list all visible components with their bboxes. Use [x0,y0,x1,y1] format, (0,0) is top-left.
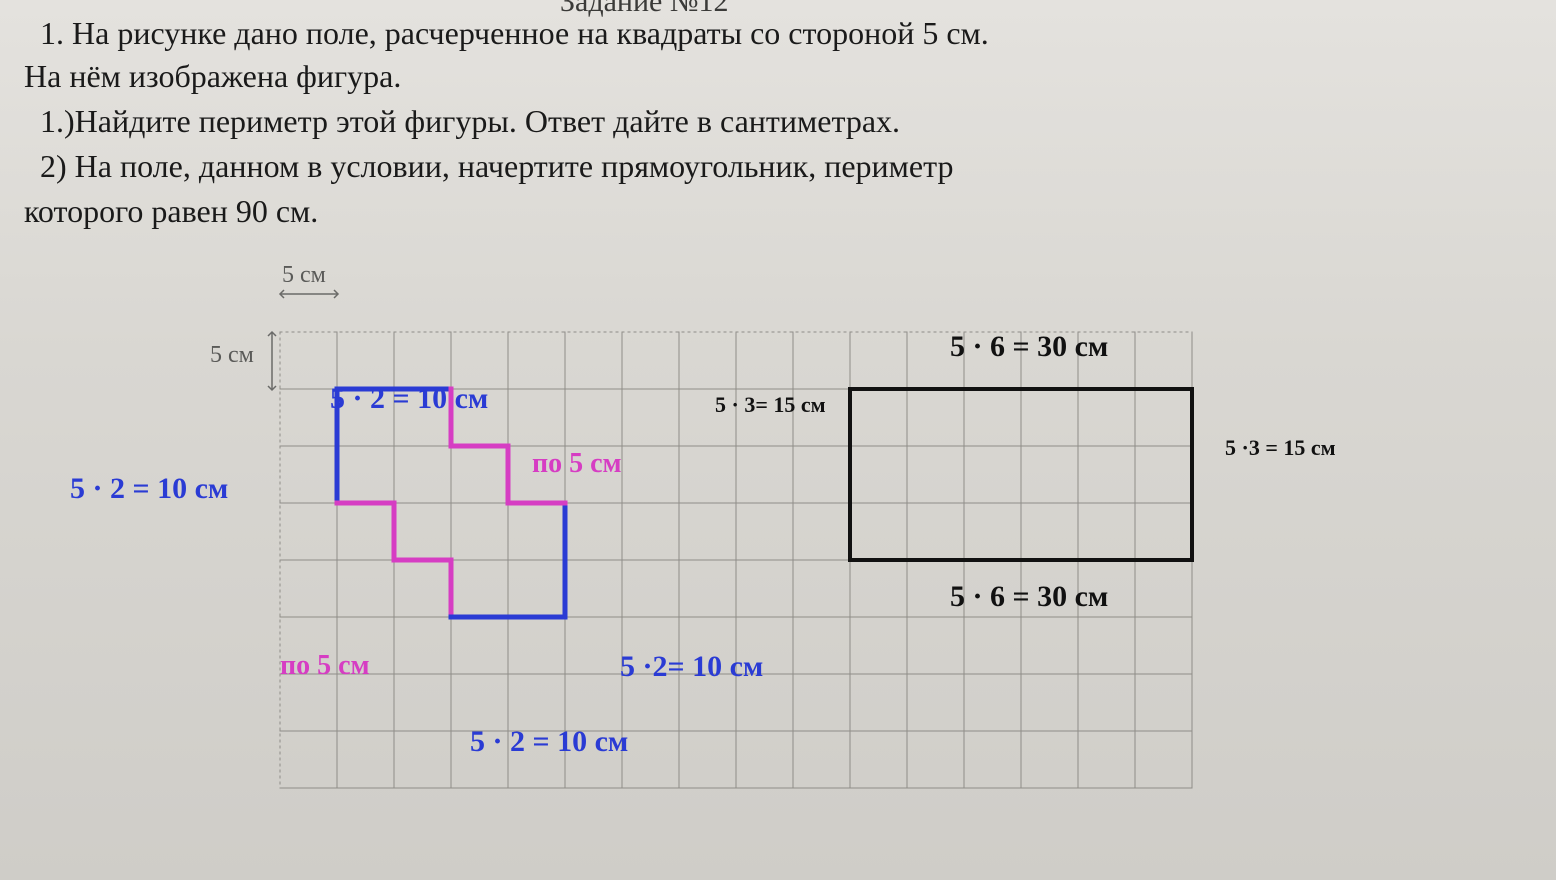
problem-line1: 1. На рисунке дано поле, расчерченное на… [40,12,1540,55]
axis-y-arrow [266,328,278,398]
annot-bottom-10: 5 · 2 = 10 см [470,725,628,759]
annot-po5-lower: по 5 см [280,650,370,682]
grid-svg [200,280,1400,840]
annot-rect-bottom: 5 · 6 = 30 см [950,580,1108,614]
annot-rect-top: 5 · 6 = 30 см [950,330,1108,364]
problem-line5: которого равен 90 см. [24,190,1524,233]
annot-rect-right: 5 ·3 = 15 см [1225,435,1336,461]
axis-x-arrow [276,288,346,300]
annot-left-10: 5 · 2 = 10 см [70,472,228,506]
problem-line4: 2) На поле, данном в условии, начертите … [40,145,1540,188]
figure-area: 5 см 5 см 5 · 2 = 10 см 5 · 2 = 10 см по… [200,280,1400,840]
annot-po5-upper: по 5 см [532,448,622,480]
axis-x-label: 5 см [282,262,326,289]
annot-right-10: 5 ·2= 10 см [620,650,763,684]
problem-line3: 1.)Найдите периметр этой фигуры. Ответ д… [40,100,1540,143]
annot-rect-left: 5 · 3= 15 см [715,392,826,418]
axis-y-label: 5 см [210,342,254,369]
page: Задание №12 1. На рисунке дано поле, рас… [0,0,1556,880]
problem-line2: На нём изображена фигура. [24,55,1524,98]
annot-top-10: 5 · 2 = 10 см [330,382,488,416]
